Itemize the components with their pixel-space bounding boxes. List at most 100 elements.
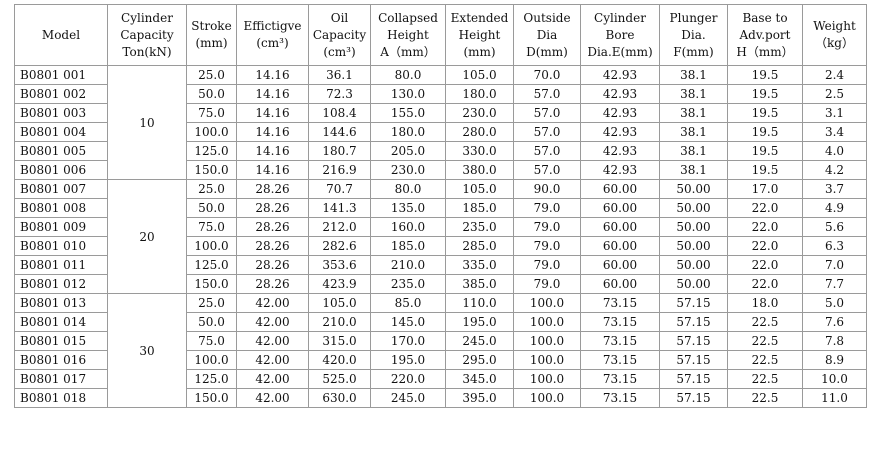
- value-cell: 38.1: [659, 141, 728, 161]
- table-row: B0801 015 75.0 42.00 315.0 170.0 245.0 100.0 73…: [14, 331, 867, 351]
- header-line: Base to: [742, 10, 788, 25]
- table-row: B0801 010 100.0 28.26 282.6 185.0 285.0 79.0 60…: [14, 236, 867, 256]
- value-cell: 60.00: [580, 274, 660, 294]
- value-cell: 5.6: [802, 217, 867, 237]
- value-cell: 42.93: [580, 141, 660, 161]
- value-cell: 38.1: [659, 65, 728, 85]
- value-cell: 79.0: [513, 255, 581, 275]
- model-cell: B0801 014: [14, 312, 108, 332]
- value-cell: 180.7: [308, 141, 371, 161]
- value-cell: 25.0: [186, 293, 237, 313]
- value-cell: 57.15: [659, 350, 728, 370]
- header-plunger-dia: Plunger Dia. F(mm): [659, 4, 728, 66]
- value-cell: 395.0: [445, 388, 514, 408]
- value-cell: 42.93: [580, 122, 660, 142]
- value-cell: 385.0: [445, 274, 514, 294]
- model-cell: B0801 001: [14, 65, 108, 85]
- value-cell: 2.5: [802, 84, 867, 104]
- model-cell: B0801 009: [14, 217, 108, 237]
- value-cell: 141.3: [308, 198, 371, 218]
- value-cell: 160.0: [370, 217, 446, 237]
- value-cell: 60.00: [580, 217, 660, 237]
- header-line: (cm³): [256, 36, 289, 50]
- header-cylinder-capacity: Cylinder Capacity Ton(kN): [107, 4, 187, 66]
- table-row: B0801 002 50.0 14.16 72.3 130.0 180.0 57.0 42.9…: [14, 84, 867, 104]
- header-line: Model: [41, 27, 81, 42]
- model-cell: B0801 012: [14, 274, 108, 294]
- value-cell: 79.0: [513, 198, 581, 218]
- value-cell: 50.00: [659, 179, 728, 199]
- header-line: Cylinder: [121, 10, 173, 25]
- value-cell: 235.0: [445, 217, 514, 237]
- value-cell: 28.26: [236, 198, 309, 218]
- value-cell: 100.0: [186, 122, 237, 142]
- value-cell: 42.93: [580, 103, 660, 123]
- value-cell: 50.0: [186, 198, 237, 218]
- table-row: B0801 003 75.0 14.16 108.4 155.0 230.0 57.0 42.…: [14, 103, 867, 123]
- value-cell: 220.0: [370, 369, 446, 389]
- table-row: B0801 017 125.0 42.00 525.0 220.0 345.0 100.0 7…: [14, 369, 867, 389]
- value-cell: 10.0: [802, 369, 867, 389]
- value-cell: 7.7: [802, 274, 867, 294]
- value-cell: 285.0: [445, 236, 514, 256]
- value-cell: 423.9: [308, 274, 371, 294]
- value-cell: 210.0: [308, 312, 371, 332]
- value-cell: 75.0: [186, 103, 237, 123]
- value-cell: 38.1: [659, 103, 728, 123]
- table-row: B0801 016 100.0 42.00 420.0 195.0 295.0 100.0 7…: [14, 350, 867, 370]
- model-cell: B0801 013: [14, 293, 108, 313]
- capacity-cell: 20: [107, 179, 187, 294]
- capacity-group: B0801 013 30 25.0 42.00 105.0 85.0 110.0 100.0 7…: [14, 293, 867, 408]
- value-cell: 70.7: [308, 179, 371, 199]
- value-cell: 150.0: [186, 160, 237, 180]
- header-line: Capacity: [120, 27, 174, 42]
- value-cell: 42.00: [236, 350, 309, 370]
- value-cell: 19.5: [727, 122, 803, 142]
- value-cell: 245.0: [445, 331, 514, 351]
- value-cell: 150.0: [186, 274, 237, 294]
- value-cell: 8.9: [802, 350, 867, 370]
- header-weight: Weight （kg）: [802, 4, 867, 66]
- value-cell: 7.0: [802, 255, 867, 275]
- value-cell: 38.1: [659, 160, 728, 180]
- value-cell: 50.0: [186, 312, 237, 332]
- value-cell: 22.5: [727, 350, 803, 370]
- value-cell: 235.0: [370, 274, 446, 294]
- header-base-to-adv-port: Base to Adv.port H（mm）: [727, 4, 803, 66]
- header-collapsed-height: Collapsed Height A（mm）: [370, 4, 446, 66]
- value-cell: 22.0: [727, 274, 803, 294]
- table-row: B0801 006 150.0 14.16 216.9 230.0 380.0 57.0 42…: [14, 160, 867, 180]
- header-line: （kg）: [815, 36, 854, 50]
- value-cell: 353.6: [308, 255, 371, 275]
- value-cell: 105.0: [308, 293, 371, 313]
- value-cell: 57.15: [659, 293, 728, 313]
- header-line: Plunger: [669, 10, 718, 25]
- value-cell: 28.26: [236, 255, 309, 275]
- header-line: Height: [458, 27, 501, 42]
- value-cell: 60.00: [580, 198, 660, 218]
- value-cell: 230.0: [445, 103, 514, 123]
- value-cell: 42.00: [236, 331, 309, 351]
- header-line: Capacity: [312, 27, 367, 42]
- value-cell: 230.0: [370, 160, 446, 180]
- value-cell: 125.0: [186, 255, 237, 275]
- value-cell: 50.00: [659, 198, 728, 218]
- value-cell: 2.4: [802, 65, 867, 85]
- value-cell: 28.26: [236, 236, 309, 256]
- value-cell: 36.1: [308, 65, 371, 85]
- value-cell: 42.00: [236, 369, 309, 389]
- model-cell: B0801 004: [14, 122, 108, 142]
- capacity-cell: 10: [107, 65, 187, 180]
- value-cell: 100.0: [513, 388, 581, 408]
- value-cell: 4.2: [802, 160, 867, 180]
- value-cell: 18.0: [727, 293, 803, 313]
- value-cell: 420.0: [308, 350, 371, 370]
- value-cell: 315.0: [308, 331, 371, 351]
- value-cell: 38.1: [659, 122, 728, 142]
- value-cell: 73.15: [580, 369, 660, 389]
- value-cell: 345.0: [445, 369, 514, 389]
- value-cell: 105.0: [445, 179, 514, 199]
- model-cell: B0801 017: [14, 369, 108, 389]
- value-cell: 130.0: [370, 84, 446, 104]
- value-cell: 73.15: [580, 331, 660, 351]
